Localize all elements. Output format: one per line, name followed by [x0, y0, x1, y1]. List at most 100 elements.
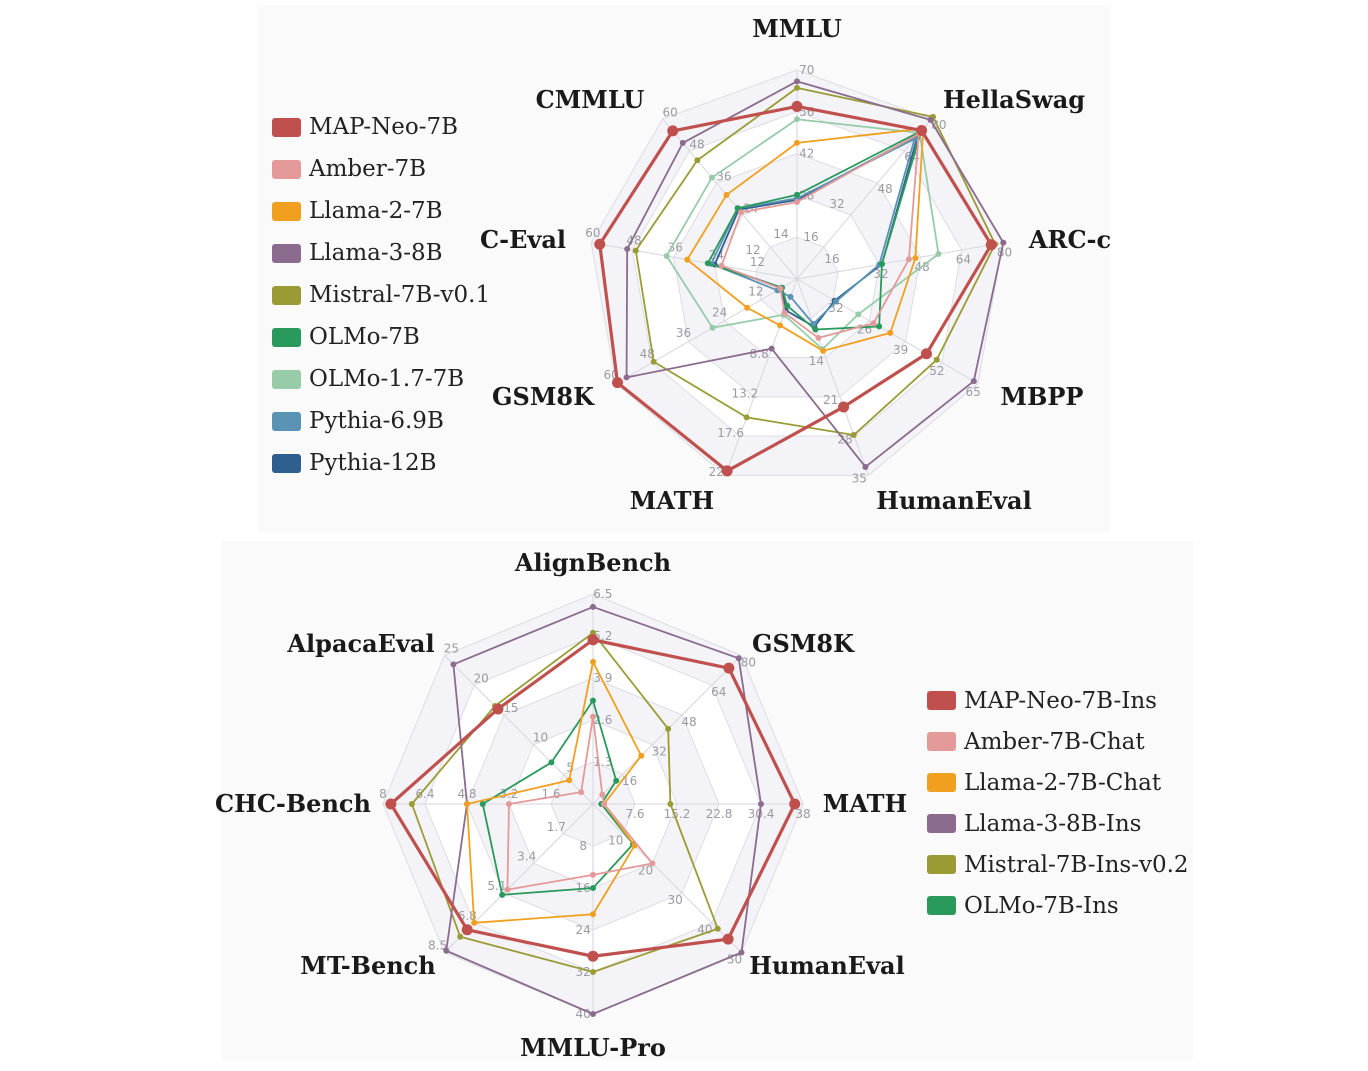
- tick-label: 10: [608, 834, 623, 848]
- series-point-amber-7b-chat: [504, 886, 511, 893]
- legend-label: Mistral-7B-Ins-v0.2: [964, 851, 1189, 878]
- series-point-map-neo-7b-ins: [492, 703, 504, 715]
- series-point-olmo-7b: [794, 191, 800, 198]
- series-point-map-neo-7b-ins: [587, 634, 599, 646]
- tick-label: 15: [503, 701, 518, 715]
- tick-label: 17.6: [717, 426, 744, 440]
- tick-label: 80: [997, 245, 1012, 259]
- legend-swatch: [272, 243, 301, 263]
- axis-label-arc-c: ARC-c: [1028, 225, 1111, 254]
- legend-item-olmo-7b-ins: OLMo-7B-Ins: [927, 885, 1189, 926]
- axis-label-hellaswag: HellaSwag: [943, 85, 1085, 114]
- legend-label: Pythia-6.9B: [309, 408, 444, 434]
- tick-label: 1.6: [541, 787, 560, 801]
- tick-label: 64: [711, 685, 726, 699]
- series-point-llama-2-7b-chat: [566, 777, 573, 784]
- series-point-mistral-7b-ins-v0-2: [590, 629, 596, 636]
- tick-label: 48: [681, 715, 696, 729]
- tick-label: 70: [799, 63, 814, 77]
- tick-label: 80: [741, 655, 756, 669]
- series-line-amber-7b: [720, 133, 920, 339]
- series-point-map-neo-7b: [920, 348, 932, 360]
- tick-label: 8.5: [428, 939, 447, 953]
- legend-label: Llama-2-7B-Chat: [964, 769, 1162, 796]
- series-point-llama-2-7b-chat: [638, 752, 645, 759]
- tick-label: 30: [668, 893, 683, 907]
- legend-label: Pythia-12B: [309, 450, 437, 476]
- series-point-map-neo-7b-ins: [789, 798, 801, 810]
- radar-spoke: [662, 118, 798, 280]
- series-point-map-neo-7b: [612, 377, 624, 389]
- tick-label: 40: [697, 923, 712, 937]
- legend-swatch: [927, 814, 956, 833]
- series-point-amber-7b-chat: [590, 713, 596, 720]
- legend-item-llama-3-8b: Llama-3-8B: [272, 232, 490, 274]
- series-point-llama-2-7b-chat: [590, 658, 596, 665]
- legend-item-map-neo-7b: MAP-Neo-7B: [272, 106, 490, 148]
- series-point-map-neo-7b: [791, 100, 803, 112]
- legend-label: Mistral-7B-v0.1: [309, 282, 491, 308]
- series-line-llama-3-8b: [625, 80, 1005, 468]
- tick-label: 6.4: [415, 787, 434, 801]
- tick-label: 64: [956, 253, 971, 267]
- series-point-amber-7b: [905, 256, 912, 263]
- legend-item-map-neo-7b-ins: MAP-Neo-7B-Ins: [927, 680, 1189, 721]
- series-point-amber-7b: [794, 198, 800, 205]
- series-point-llama-3-8b: [679, 139, 686, 146]
- series-point-llama-3-8b: [970, 378, 977, 385]
- legend-swatch: [927, 773, 956, 792]
- radar-spoke: [796, 278, 979, 384]
- series-point-map-neo-7b-ins: [385, 798, 397, 810]
- series-point-llama-2-7b-chat: [464, 801, 470, 807]
- tick-label: 15.2: [664, 807, 691, 821]
- tick-label: 14: [773, 227, 788, 241]
- tick-label: 21: [823, 393, 838, 407]
- series-point-olmo-1-7-7b: [663, 253, 670, 260]
- axis-label-alpacaeval: AlpacaEval: [286, 629, 434, 658]
- tick-label: 65: [965, 385, 980, 399]
- legend-swatch: [927, 732, 956, 751]
- legend-swatch: [272, 159, 301, 179]
- series-point-amber-7b-chat: [601, 801, 608, 807]
- tick-label: 35: [852, 472, 867, 486]
- series-point-amber-7b: [870, 320, 877, 327]
- axis-label-mmlu: MMLU: [752, 14, 842, 43]
- legend-swatch: [272, 327, 301, 347]
- tick-label: 52: [929, 364, 944, 378]
- tick-label: 7.6: [625, 807, 644, 821]
- legend-base: MAP-Neo-7B Amber-7B Llama-2-7B Llama-3-8B Mi…: [272, 106, 490, 484]
- radar-base: 284256704864803248648026395265142128358.…: [480, 14, 1111, 515]
- tick-label: 2.6: [593, 713, 612, 727]
- series-point-amber-7b: [815, 334, 822, 341]
- tick-label: 12: [748, 284, 763, 298]
- tick-label: 4.8: [457, 787, 476, 801]
- series-point-llama-2-7b-chat: [471, 919, 478, 926]
- legend-swatch: [272, 453, 301, 473]
- legend-item-olmo-1-7-7b: OLMo-1.7-7B: [272, 358, 490, 400]
- series-point-olmo-7b: [734, 205, 741, 212]
- series-point-amber-7b-chat: [599, 791, 606, 798]
- series-point-llama-2-7b: [820, 347, 827, 354]
- legend-label: OLMo-1.7-7B: [309, 366, 465, 392]
- series-line-map-neo-7b: [598, 104, 993, 473]
- tick-label: 16: [622, 774, 637, 788]
- series-point-olmo-7b: [812, 326, 819, 333]
- series-point-llama-2-7b-chat: [590, 911, 596, 918]
- legend-label: MAP-Neo-7B-Ins: [964, 687, 1157, 714]
- series-point-llama-3-8b-ins: [443, 947, 450, 954]
- series-point-mistral-7b-ins-v0-2: [667, 801, 674, 807]
- series-point-llama-3-8b-ins: [450, 661, 457, 668]
- legend-label: OLMo-7B-Ins: [964, 892, 1119, 919]
- series-point-llama-2-7b: [744, 304, 751, 311]
- series-point-olmo-1-7-7b: [855, 311, 862, 318]
- series-point-mistral-7b-ins-v0-2: [457, 933, 464, 940]
- legend-item-llama-3-8b-ins: Llama-3-8B-Ins: [927, 803, 1189, 844]
- series-point-map-neo-7b: [838, 401, 850, 413]
- series-point-map-neo-7b: [916, 125, 928, 137]
- series-point-llama-2-7b: [684, 256, 691, 263]
- series-point-map-neo-7b: [667, 125, 679, 137]
- tick-label: 36: [676, 326, 691, 340]
- legend-swatch: [927, 855, 956, 874]
- series-point-llama-3-8b-ins: [590, 603, 596, 610]
- series-point-llama-3-8b-ins: [590, 1011, 596, 1017]
